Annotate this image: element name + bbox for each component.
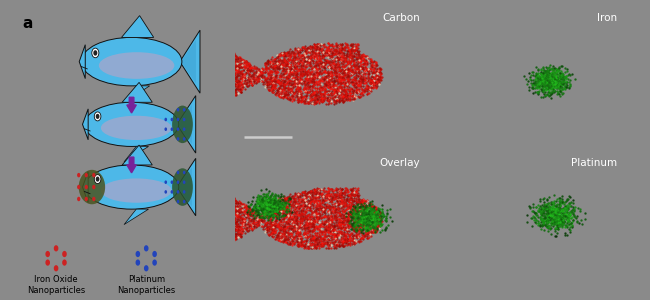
- Ellipse shape: [164, 128, 167, 131]
- Ellipse shape: [183, 180, 185, 184]
- Polygon shape: [177, 96, 196, 153]
- Ellipse shape: [77, 173, 81, 177]
- Ellipse shape: [99, 52, 174, 79]
- Polygon shape: [79, 45, 85, 79]
- Ellipse shape: [183, 108, 185, 112]
- Ellipse shape: [94, 175, 101, 184]
- Polygon shape: [83, 109, 88, 140]
- Polygon shape: [124, 146, 149, 162]
- Ellipse shape: [136, 260, 140, 266]
- Ellipse shape: [101, 116, 172, 140]
- Ellipse shape: [177, 190, 179, 194]
- Ellipse shape: [96, 176, 99, 182]
- Text: Platinum: Platinum: [571, 158, 617, 168]
- Ellipse shape: [92, 197, 96, 201]
- Ellipse shape: [81, 38, 182, 86]
- Polygon shape: [178, 167, 192, 207]
- Ellipse shape: [183, 190, 185, 194]
- Ellipse shape: [79, 170, 105, 204]
- Ellipse shape: [94, 50, 98, 56]
- Ellipse shape: [92, 185, 96, 189]
- Ellipse shape: [177, 108, 179, 112]
- Ellipse shape: [152, 251, 157, 257]
- Ellipse shape: [54, 265, 58, 272]
- Text: Overlay: Overlay: [380, 158, 420, 168]
- Ellipse shape: [183, 171, 185, 174]
- Ellipse shape: [84, 173, 88, 177]
- Ellipse shape: [96, 114, 99, 119]
- Ellipse shape: [170, 180, 173, 184]
- Ellipse shape: [77, 197, 81, 201]
- Ellipse shape: [172, 106, 193, 143]
- Ellipse shape: [164, 180, 167, 184]
- Ellipse shape: [170, 190, 173, 194]
- Polygon shape: [122, 82, 152, 102]
- Ellipse shape: [177, 200, 179, 203]
- Ellipse shape: [144, 245, 149, 251]
- Ellipse shape: [62, 251, 67, 257]
- Text: a: a: [23, 16, 33, 31]
- Ellipse shape: [101, 178, 172, 203]
- Ellipse shape: [144, 265, 149, 272]
- Ellipse shape: [54, 245, 58, 251]
- Ellipse shape: [46, 260, 50, 266]
- Text: Iron: Iron: [597, 13, 617, 23]
- Ellipse shape: [84, 102, 179, 146]
- Ellipse shape: [84, 185, 88, 189]
- Ellipse shape: [77, 185, 81, 189]
- Ellipse shape: [177, 180, 179, 184]
- Ellipse shape: [92, 173, 96, 177]
- Ellipse shape: [183, 137, 185, 141]
- Polygon shape: [124, 86, 150, 103]
- Ellipse shape: [152, 260, 157, 266]
- Ellipse shape: [177, 128, 179, 131]
- Ellipse shape: [170, 118, 173, 121]
- Ellipse shape: [177, 118, 179, 121]
- Polygon shape: [180, 30, 200, 93]
- Ellipse shape: [183, 128, 185, 131]
- Text: Carbon: Carbon: [382, 13, 420, 23]
- Ellipse shape: [177, 171, 179, 174]
- Polygon shape: [178, 104, 192, 144]
- Polygon shape: [122, 145, 152, 165]
- Ellipse shape: [183, 118, 185, 121]
- Ellipse shape: [170, 128, 173, 131]
- Ellipse shape: [84, 197, 88, 201]
- Text: Platinum
Nanoparticles: Platinum Nanoparticles: [117, 275, 176, 295]
- Ellipse shape: [46, 251, 50, 257]
- Ellipse shape: [62, 260, 67, 266]
- Ellipse shape: [136, 251, 140, 257]
- Ellipse shape: [94, 112, 101, 121]
- FancyArrow shape: [127, 157, 136, 173]
- Ellipse shape: [84, 165, 179, 209]
- Polygon shape: [181, 40, 196, 83]
- Text: Iron Oxide
Nanoparticles: Iron Oxide Nanoparticles: [27, 275, 85, 295]
- Ellipse shape: [92, 48, 99, 58]
- Ellipse shape: [177, 137, 179, 141]
- FancyArrow shape: [127, 97, 136, 113]
- Polygon shape: [124, 209, 149, 225]
- Ellipse shape: [164, 190, 167, 194]
- Polygon shape: [177, 158, 196, 216]
- Polygon shape: [83, 172, 88, 203]
- Ellipse shape: [172, 168, 193, 206]
- Ellipse shape: [183, 200, 185, 203]
- Text: b: b: [213, 0, 224, 3]
- Polygon shape: [122, 16, 153, 38]
- Ellipse shape: [164, 118, 167, 121]
